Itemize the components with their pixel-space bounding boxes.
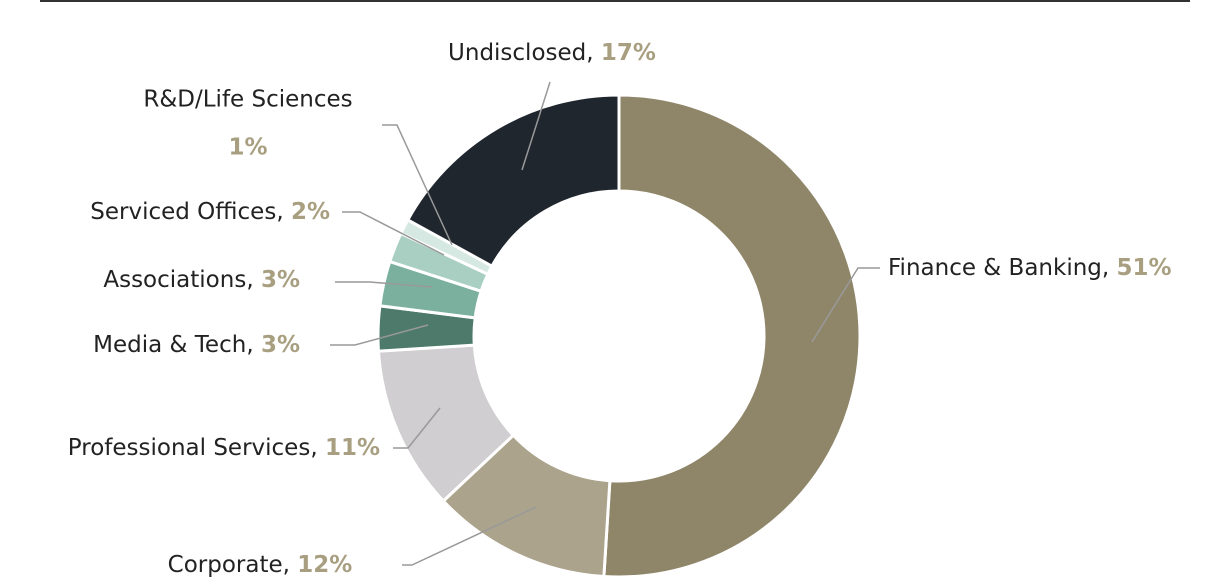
category-name: Serviced Offices [90,199,276,225]
leader-line [330,324,429,346]
slice-label: Associations, 3% [103,267,300,293]
slice-label: Serviced Offices, 2% [90,199,330,225]
value-label: 11% [325,435,380,461]
category-name: Corporate [168,552,283,578]
leader-line [382,124,453,246]
value-label: 1% [228,135,267,161]
value-label: 12% [297,552,352,578]
slice-label: Corporate, 12% [168,552,353,578]
value-label: 51% [1117,255,1172,281]
donut-slice [602,93,862,579]
separator: , [246,332,261,358]
separator: , [276,199,291,225]
slice-label: R&D/Life Sciences [143,87,352,113]
value-label: 2% [291,199,330,225]
separator: , [246,267,261,293]
separator: , [1102,255,1117,281]
donut-slice [405,93,621,269]
category-name: Undisclosed [448,40,586,66]
value-label: 3% [261,332,300,358]
leader-line [335,281,433,288]
category-name: Finance & Banking [888,255,1102,281]
slice-label: Media & Tech, 3% [93,332,300,358]
separator: , [310,435,325,461]
category-name: Associations [103,267,246,293]
value-label: 17% [601,40,656,66]
leader-line [393,407,441,449]
leader-line [342,211,445,256]
slice-label: Undisclosed, 17% [448,40,656,66]
slice-label: Professional Services, 11% [68,435,380,461]
category-name: Professional Services [68,435,311,461]
leader-line [811,267,880,343]
slice-label: Finance & Banking, 51% [888,255,1172,281]
leader-line [402,506,537,566]
separator: , [283,552,298,578]
separator: , [586,40,601,66]
leader-line [521,81,551,171]
category-name: Media & Tech [93,332,246,358]
value-label: 3% [261,267,300,293]
